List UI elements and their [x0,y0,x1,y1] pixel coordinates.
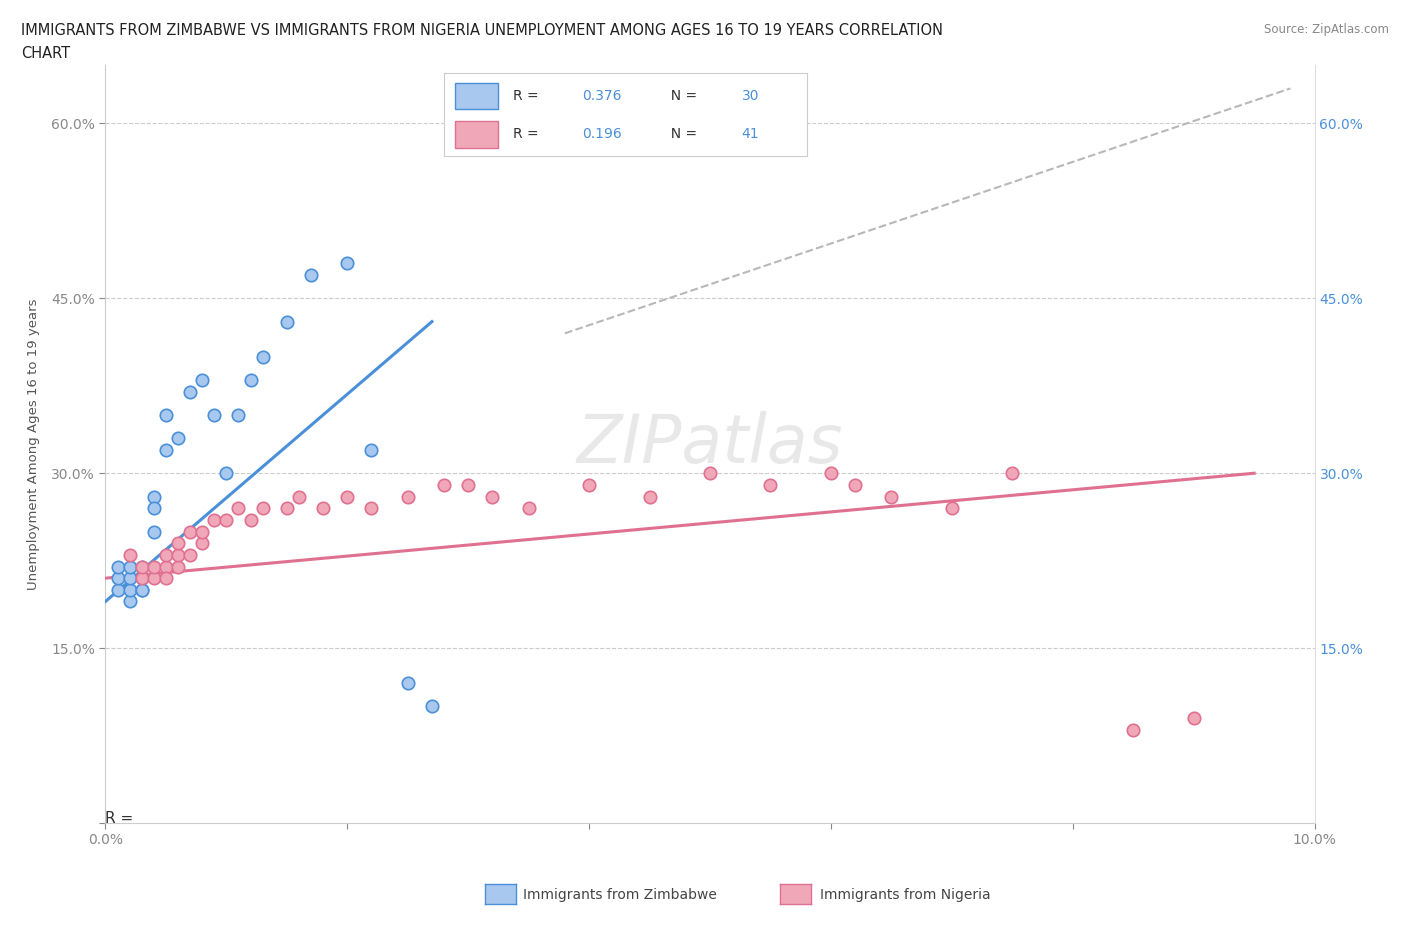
Point [131,571,153,586]
Point [420,699,443,714]
Point [191,373,214,388]
Point [118,582,141,597]
Point [191,525,214,539]
Text: CHART: CHART [21,46,70,61]
Text: Source: ZipAtlas.com: Source: ZipAtlas.com [1264,23,1389,36]
Point [155,443,177,458]
Point [107,582,129,597]
Point [481,489,503,504]
Point [167,559,190,574]
Point [142,500,165,515]
Point [191,536,214,551]
Point [396,489,419,504]
Point [167,548,190,563]
Point [299,268,322,283]
Point [107,559,129,574]
Point [179,384,201,399]
Point [312,500,335,515]
Point [239,512,262,527]
Point [1182,711,1205,725]
Point [228,407,250,422]
Point [202,512,225,527]
Point [142,559,165,574]
Point [252,349,274,364]
Point [118,559,141,574]
Point [142,571,165,586]
Point [288,489,311,504]
Point [433,477,456,492]
Point [155,548,177,563]
Point [252,500,274,515]
Point [336,256,359,271]
Point [699,466,721,481]
Point [131,559,153,574]
Point [155,571,177,586]
Point [941,500,963,515]
Point [131,571,153,586]
Point [131,582,153,597]
Text: R =: R = [105,811,139,826]
Point [360,443,382,458]
Text: ZIPatlas: ZIPatlas [576,411,844,477]
Point [360,500,382,515]
Text: Immigrants from Nigeria: Immigrants from Nigeria [820,887,990,902]
Point [167,431,190,445]
Point [202,407,225,422]
Point [578,477,600,492]
Point [844,477,866,492]
Point [131,559,153,574]
Point [142,489,165,504]
Point [215,466,238,481]
Point [396,676,419,691]
Point [118,571,141,586]
Text: Immigrants from Zimbabwe: Immigrants from Zimbabwe [523,887,717,902]
Point [118,548,141,563]
Point [336,489,359,504]
Text: IMMIGRANTS FROM ZIMBABWE VS IMMIGRANTS FROM NIGERIA UNEMPLOYMENT AMONG AGES 16 T: IMMIGRANTS FROM ZIMBABWE VS IMMIGRANTS F… [21,23,943,38]
Y-axis label: Unemployment Among Ages 16 to 19 years: Unemployment Among Ages 16 to 19 years [27,299,39,590]
Point [215,512,238,527]
Point [276,500,298,515]
Point [1122,723,1144,737]
Point [155,559,177,574]
Point [107,571,129,586]
Point [759,477,782,492]
Point [118,594,141,609]
Point [131,582,153,597]
Point [880,489,903,504]
Point [167,536,190,551]
Point [1001,466,1024,481]
Point [155,407,177,422]
Point [638,489,661,504]
Point [820,466,842,481]
Point [239,373,262,388]
Point [517,500,540,515]
Point [179,548,201,563]
Point [142,525,165,539]
Point [457,477,479,492]
Point [228,500,250,515]
Point [179,525,201,539]
Point [276,314,298,329]
